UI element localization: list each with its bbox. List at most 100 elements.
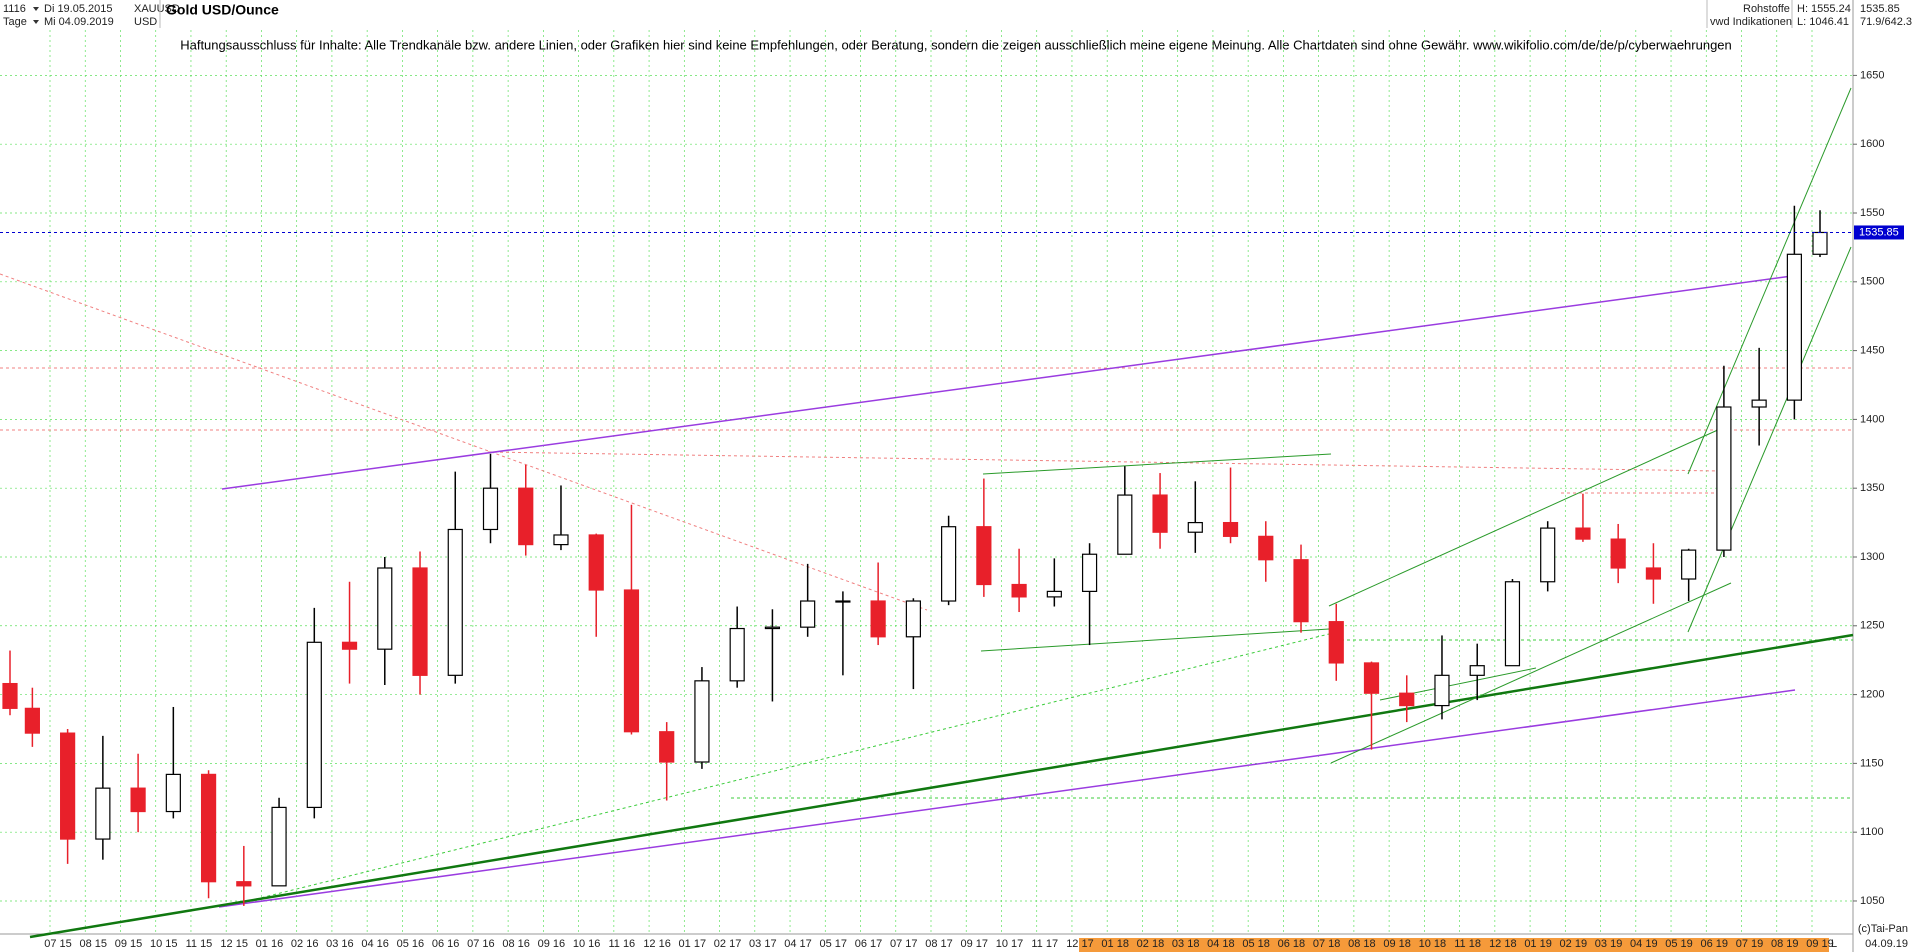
candle-body [95,787,111,840]
trend-line [980,628,1330,652]
footer-flag: L [1831,938,1837,950]
candle-body [200,773,217,883]
y-tick-label: 1200 [1860,688,1884,700]
candle-body [1328,621,1344,664]
x-tick-label: 11 16 [608,938,635,950]
x-tick-label: 01 17 [679,938,707,950]
candle-body [870,600,886,638]
x-tick-label: 04 16 [361,938,389,950]
copyright: (c)Tai-Pan [1858,923,1908,935]
start-date: Di 19.05.2015 [44,3,113,15]
y-tick-label: 1500 [1860,276,1884,288]
last-price: 1535.85 [1860,3,1900,15]
candle-body [518,487,534,546]
candle-body [2,682,18,709]
x-tick-label: 09 16 [538,938,566,950]
candle-body [1258,535,1274,561]
x-tick-label: 03 17 [749,938,777,950]
last-price-tag [1854,225,1904,240]
candle-body [130,787,146,813]
dropdown-icon[interactable] [33,7,39,11]
candle-body [764,626,781,630]
y-tick-label: 1450 [1860,345,1884,357]
time-highlight [1079,938,1829,952]
x-tick-label: 03 16 [326,938,354,950]
x-tick-label: 08 15 [79,938,107,950]
source: vwd Indikationen [1710,16,1792,28]
y-tick-label: 1100 [1860,826,1884,838]
candle-body [1751,399,1767,408]
x-tick-label: 01 19 [1524,938,1552,950]
x-tick-label: 10 17 [996,938,1024,950]
candle-body [1434,674,1450,707]
candle-body [24,707,40,734]
chart-id: 1116 [3,3,26,15]
x-tick-label: 11 17 [1031,938,1058,950]
trend-lines [0,87,1854,939]
y-tick-label: 1550 [1860,207,1884,219]
candle-body [1610,538,1626,569]
y-tick-label: 1050 [1860,895,1884,907]
grid [0,30,1853,934]
x-tick-label: 06 17 [855,938,883,950]
category: Rohstoffe [1743,3,1790,15]
dropdown-icon[interactable] [33,20,39,24]
chart-title: Gold USD/Ounce [166,2,279,18]
x-tick-label: 12 16 [643,938,671,950]
x-tick-label: 07 15 [44,938,72,950]
candle-body [1469,665,1485,676]
footer-date: 04.09.19 [1865,938,1908,950]
x-tick-label: 08 18 [1348,938,1376,950]
trend-line [487,451,1720,472]
x-tick-label: 06 18 [1278,938,1306,950]
x-tick-label: 09 17 [960,938,988,950]
x-tick-label: 02 19 [1560,938,1588,950]
x-tick-label: 08 17 [925,938,953,950]
candle-body [553,534,569,546]
candle-body [694,680,710,763]
candle-body [800,600,816,628]
x-tick-label: 05 17 [820,938,848,950]
candle-body [412,567,428,676]
x-tick-label: 04 17 [784,938,812,950]
x-tick-label: 11 18 [1454,938,1481,950]
candle-body [482,487,499,531]
y-tick-label: 1350 [1860,482,1884,494]
x-tick-label: 09 18 [1383,938,1411,950]
y-tick-label: 1150 [1860,757,1884,769]
y-tick-label: 1600 [1860,138,1884,150]
low-info: L: 1046.41 [1797,16,1849,28]
high-info: H: 1555.24 [1797,3,1851,15]
x-tick-label: 10 15 [150,938,178,950]
x-tick-label: 02 18 [1137,938,1165,950]
x-tick-label: 05 18 [1242,938,1270,950]
x-tick-label: 05 19 [1665,938,1693,950]
candle-body [1504,581,1521,667]
candle-body [377,567,393,650]
y-tick-label: 1400 [1860,413,1884,425]
currency: USD [134,16,157,28]
candle-body [1187,521,1203,533]
x-tick-label: 11 15 [186,938,213,950]
candle-body [447,528,463,676]
candle-body [1716,406,1732,551]
header: 1116 Di 19.05.2015 XAUUSD Gold USD/Ounce… [3,0,1912,52]
x-tick-label: 05 16 [397,938,425,950]
disclaimer: Haftungsausschluss für Inhalte: Alle Tre… [180,37,1732,52]
candle-body [271,806,287,887]
candle-body [1081,553,1098,592]
x-tick-label: 01 18 [1101,938,1129,950]
candle-body [236,881,252,887]
trend-line [982,453,1332,475]
x-tick-label: 09 19 [1806,938,1834,950]
y-tick-label: 1250 [1860,620,1884,632]
symbol: XAUUSD [134,3,180,15]
candle-body [1681,549,1697,580]
last-price-label: 1535.85 [1859,226,1899,238]
candle-body [729,627,745,682]
x-tick-label: 12 18 [1489,938,1517,950]
candle-body [165,773,181,813]
candle-body [1363,662,1380,694]
candle-body [1293,559,1309,623]
